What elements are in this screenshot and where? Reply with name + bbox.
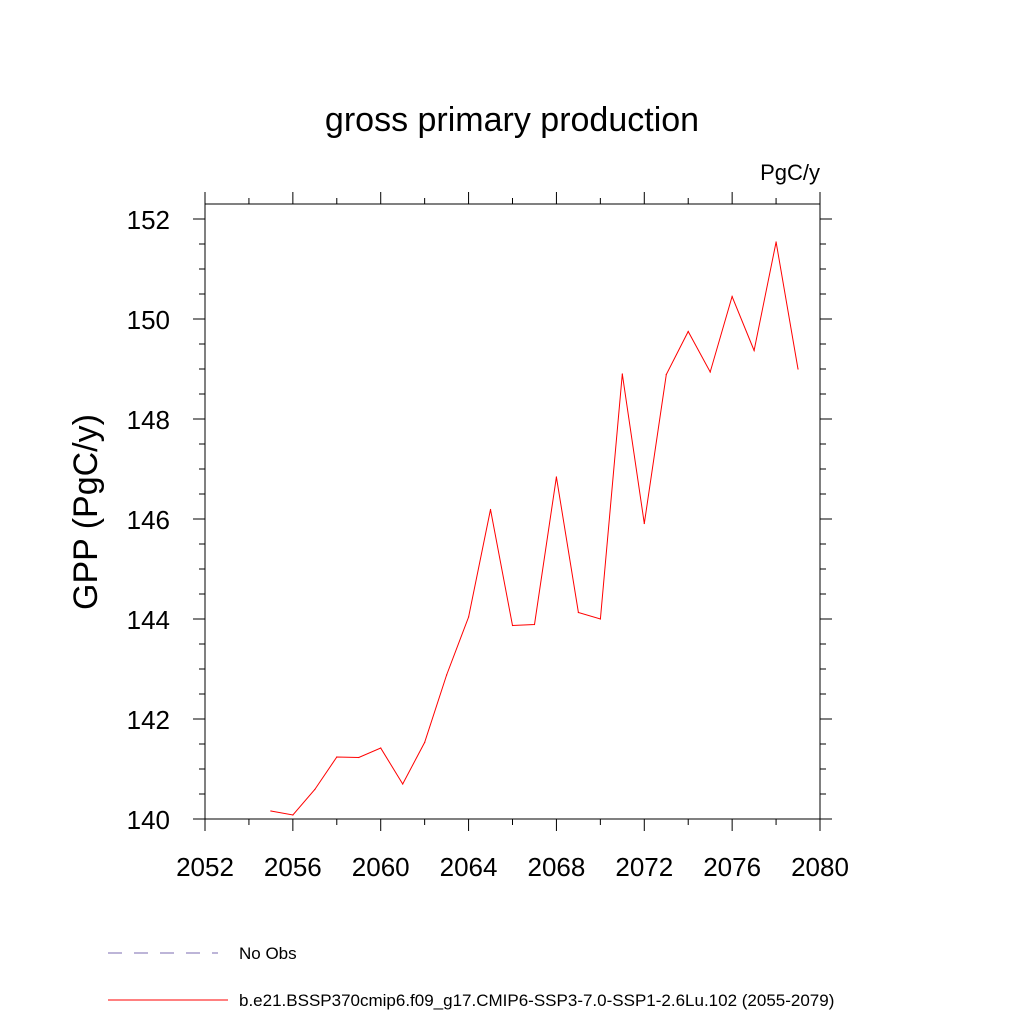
series-line (270, 241, 799, 816)
x-tick-label: 2052 (176, 852, 234, 882)
data-point (533, 623, 536, 626)
legend: No Obs b.e21.BSSP370cmip6.f09_g17.CMIP6-… (108, 944, 834, 1010)
data-point (709, 371, 711, 373)
y-tick-label: 142 (127, 705, 170, 735)
data-point (775, 241, 777, 243)
y-axis: 140 142 144 146 148 150 152 (127, 205, 832, 835)
chart-title: gross primary production (325, 101, 699, 139)
units-label: PgC/y (760, 160, 820, 185)
x-tick-label: 2076 (703, 852, 761, 882)
data-point (577, 611, 579, 614)
x-tick-label: 2072 (615, 852, 673, 882)
y-tick-label: 152 (127, 205, 170, 235)
data-point (511, 624, 514, 627)
legend-label-no-obs: No Obs (239, 944, 297, 963)
data-point (687, 330, 689, 333)
y-tick-label: 144 (127, 605, 170, 635)
data-point (336, 756, 338, 758)
y-tick-label: 146 (127, 505, 170, 535)
data-point (621, 373, 623, 375)
x-tick-label: 2060 (352, 852, 410, 882)
x-tick-label: 2068 (528, 852, 586, 882)
y-tick-label: 150 (127, 305, 170, 335)
x-tick-label: 2080 (791, 852, 849, 882)
legend-label-model-run: b.e21.BSSP370cmip6.f09_g17.CMIP6-SSP3-7.… (239, 991, 834, 1010)
data-point (292, 814, 294, 816)
data-point (665, 373, 667, 376)
data-point (467, 616, 470, 618)
data-point (797, 368, 799, 370)
plot-border (204, 203, 821, 820)
series-layer (270, 241, 799, 816)
data-point (599, 618, 601, 620)
data-point (489, 508, 492, 511)
plot-frame (204, 203, 821, 820)
data-point (270, 810, 272, 812)
data-point (731, 295, 733, 298)
data-point (446, 674, 448, 676)
data-point (753, 349, 755, 352)
data-point (643, 522, 645, 525)
data-point (424, 741, 426, 744)
data-point (402, 783, 404, 785)
y-tick-label: 148 (127, 405, 170, 435)
x-tick-label: 2056 (264, 852, 322, 882)
data-point (555, 476, 558, 478)
y-axis-label: GPP (PgC/y) (67, 414, 105, 610)
x-axis: 2052 2056 2060 2064 2068 2072 2076 2080 (176, 192, 849, 882)
x-tick-label: 2064 (440, 852, 498, 882)
data-point (380, 747, 382, 749)
data-point (358, 756, 360, 759)
data-point (314, 788, 316, 791)
y-tick-label: 140 (127, 805, 170, 835)
